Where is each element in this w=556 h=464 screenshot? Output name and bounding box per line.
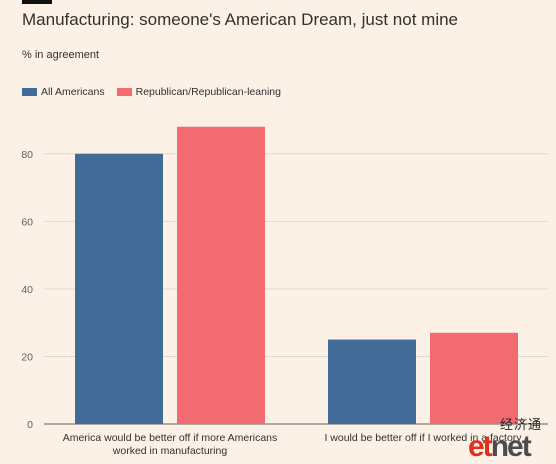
y-tick-label: 40 [21, 284, 33, 296]
y-tick-label: 60 [21, 216, 33, 228]
chart-subtitle: % in agreement [22, 49, 100, 61]
watermark-et: et [468, 430, 493, 463]
y-tick-label: 20 [21, 351, 33, 363]
x-category-label: America would be better off if more Amer… [63, 432, 278, 444]
legend: All Americans Republican/Republican-lean… [22, 86, 281, 98]
bar-republican [430, 332, 518, 424]
etnet-watermark-logo: etnet [468, 430, 532, 464]
watermark-chinese: 经济通 [500, 418, 543, 433]
legend-label-all-americans: All Americans [41, 86, 105, 98]
legend-item-all-americans: All Americans [22, 86, 105, 98]
bar-all-americans [328, 339, 416, 424]
legend-swatch-republican [116, 88, 132, 96]
bar-all-americans [75, 153, 163, 424]
legend-swatch-all-americans [22, 88, 37, 96]
chart-title: Manufacturing: someone's American Dream,… [22, 10, 458, 29]
bar-republican [177, 126, 265, 424]
header-bar [22, 0, 52, 4]
x-category-label: I would be better off if I worked in a f… [324, 432, 522, 444]
y-tick-label: 80 [21, 149, 33, 161]
watermark-net: net [490, 430, 532, 463]
y-tick-label: 0 [27, 419, 33, 431]
legend-label-republican: Republican/Republican-leaning [135, 86, 281, 98]
x-category-label: worked in manufacturing [112, 445, 228, 457]
legend-item-republican: Republican/Republican-leaning [116, 86, 281, 98]
